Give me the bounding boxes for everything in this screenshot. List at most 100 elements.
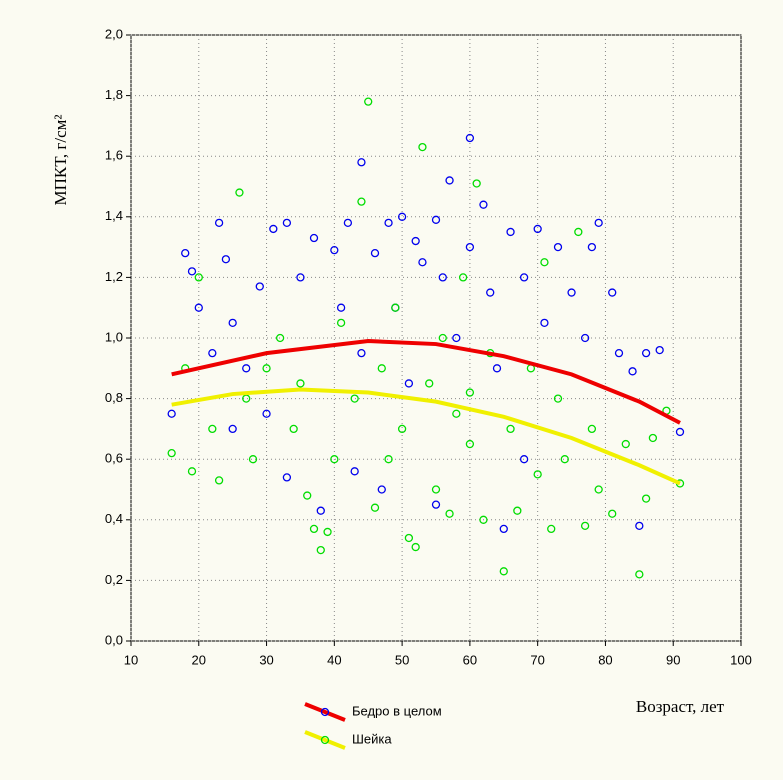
y-tick-label: 1,2 xyxy=(105,269,123,284)
point xyxy=(438,273,447,282)
point xyxy=(262,364,271,373)
point xyxy=(594,218,603,228)
point xyxy=(499,567,508,576)
point xyxy=(411,236,420,246)
x-tick-label: 80 xyxy=(598,652,612,667)
point xyxy=(194,273,203,282)
y-tick-label: 0,0 xyxy=(105,632,123,647)
point xyxy=(296,273,305,282)
point xyxy=(641,494,651,503)
y-tick-label: 1,4 xyxy=(105,208,123,223)
point xyxy=(242,364,251,373)
y-tick-label: 0,4 xyxy=(105,511,123,526)
point xyxy=(560,455,569,464)
point xyxy=(316,506,325,515)
point xyxy=(519,273,529,282)
point xyxy=(357,158,366,167)
point xyxy=(194,303,203,312)
y-tick-label: 0,8 xyxy=(105,390,123,405)
point xyxy=(330,245,339,255)
point xyxy=(580,521,590,531)
point xyxy=(635,521,644,531)
point xyxy=(187,267,197,276)
point xyxy=(235,188,244,197)
point xyxy=(445,176,454,185)
point xyxy=(377,485,386,494)
point xyxy=(296,379,305,388)
point xyxy=(228,424,237,434)
point xyxy=(214,476,224,485)
point xyxy=(262,409,271,418)
point xyxy=(364,97,373,106)
x-axis-label: Возраст, лет xyxy=(636,697,725,716)
point xyxy=(479,200,488,209)
fit-line xyxy=(171,339,681,425)
point xyxy=(608,288,617,297)
legend-line xyxy=(304,730,346,750)
point xyxy=(309,233,319,243)
point xyxy=(208,348,217,358)
point xyxy=(214,218,224,228)
point xyxy=(248,455,258,464)
point xyxy=(336,318,346,328)
x-tick-label: 90 xyxy=(666,652,680,667)
point xyxy=(465,388,475,397)
point xyxy=(357,197,366,206)
point xyxy=(452,409,461,418)
point xyxy=(303,491,312,500)
point xyxy=(289,424,298,434)
point xyxy=(675,427,685,437)
point xyxy=(336,303,346,312)
point xyxy=(594,485,603,494)
point xyxy=(187,467,197,476)
point xyxy=(479,515,488,524)
point xyxy=(540,258,549,267)
point xyxy=(506,424,515,434)
y-tick-label: 1,0 xyxy=(105,329,123,344)
x-tick-label: 50 xyxy=(395,652,409,667)
x-tick-label: 60 xyxy=(463,652,477,667)
point xyxy=(384,218,393,228)
point xyxy=(181,249,190,258)
point xyxy=(167,448,176,458)
point xyxy=(377,364,386,373)
point xyxy=(343,218,353,228)
point xyxy=(221,255,231,264)
y-tick-label: 0,6 xyxy=(105,451,123,466)
point xyxy=(350,467,359,476)
point xyxy=(492,364,502,373)
point xyxy=(553,394,563,403)
point xyxy=(608,509,617,518)
point xyxy=(513,506,522,515)
point xyxy=(404,533,414,543)
y-tick-label: 1,8 xyxy=(105,87,123,102)
point xyxy=(309,524,319,534)
point xyxy=(418,258,427,267)
point xyxy=(431,215,441,224)
point xyxy=(404,379,414,388)
point xyxy=(397,424,407,434)
point xyxy=(282,473,292,482)
point xyxy=(587,424,597,434)
legend-marker xyxy=(320,735,330,745)
point xyxy=(445,509,454,518)
point xyxy=(255,282,264,291)
legend-label: Шейка xyxy=(352,731,392,746)
x-tick-label: 20 xyxy=(192,652,206,667)
point xyxy=(547,524,556,534)
point xyxy=(587,242,597,252)
point xyxy=(397,212,407,221)
point xyxy=(574,227,583,237)
point xyxy=(458,273,468,282)
point xyxy=(580,333,590,343)
point xyxy=(269,224,278,234)
legend-label: Бедро в целом xyxy=(352,703,442,718)
point xyxy=(533,470,542,479)
point xyxy=(411,542,420,552)
point xyxy=(465,242,475,252)
x-tick-label: 100 xyxy=(730,652,752,667)
point xyxy=(614,348,624,358)
x-tick-label: 70 xyxy=(530,652,544,667)
point xyxy=(431,485,441,494)
point xyxy=(465,439,475,449)
